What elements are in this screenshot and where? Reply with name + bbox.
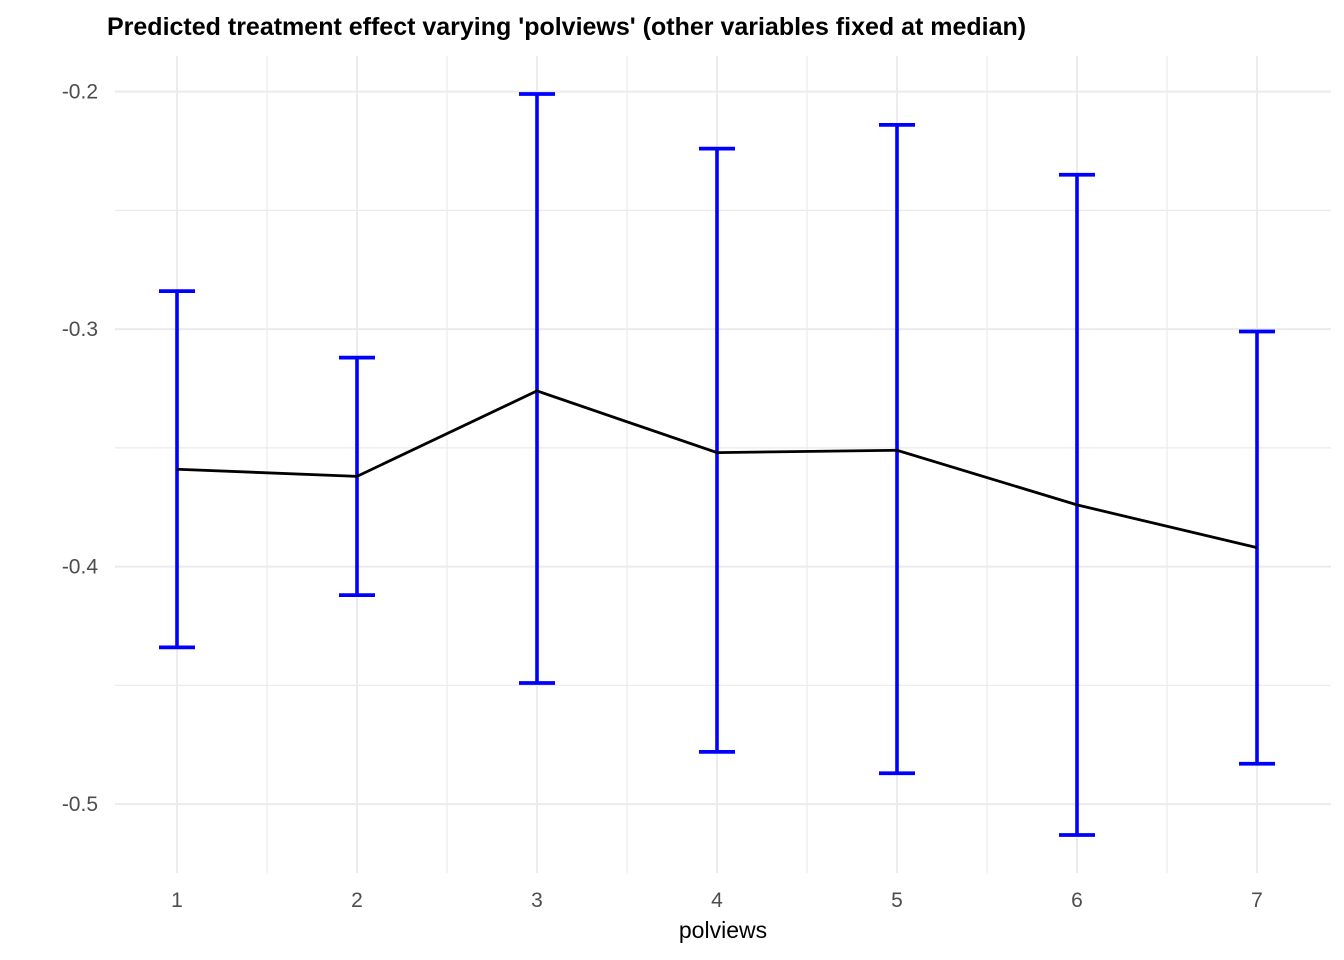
x-tick-label: 1: [171, 889, 183, 912]
x-tick-label: 6: [1071, 889, 1083, 912]
chart-title: Predicted treatment effect varying 'polv…: [107, 13, 1027, 41]
y-tick-label: -0.4: [62, 556, 99, 579]
x-tick-label: 2: [351, 889, 363, 912]
x-tick-label: 5: [891, 889, 903, 912]
x-tick-label: 3: [531, 889, 543, 912]
y-tick-label: -0.2: [62, 81, 98, 104]
x-axis-title: polviews: [679, 917, 767, 943]
x-tick-label: 7: [1251, 889, 1263, 912]
x-tick-label: 4: [711, 889, 723, 912]
y-tick-label: -0.3: [62, 318, 98, 341]
trend-line: [176, 389, 1258, 549]
y-tick-label: -0.5: [62, 793, 98, 816]
